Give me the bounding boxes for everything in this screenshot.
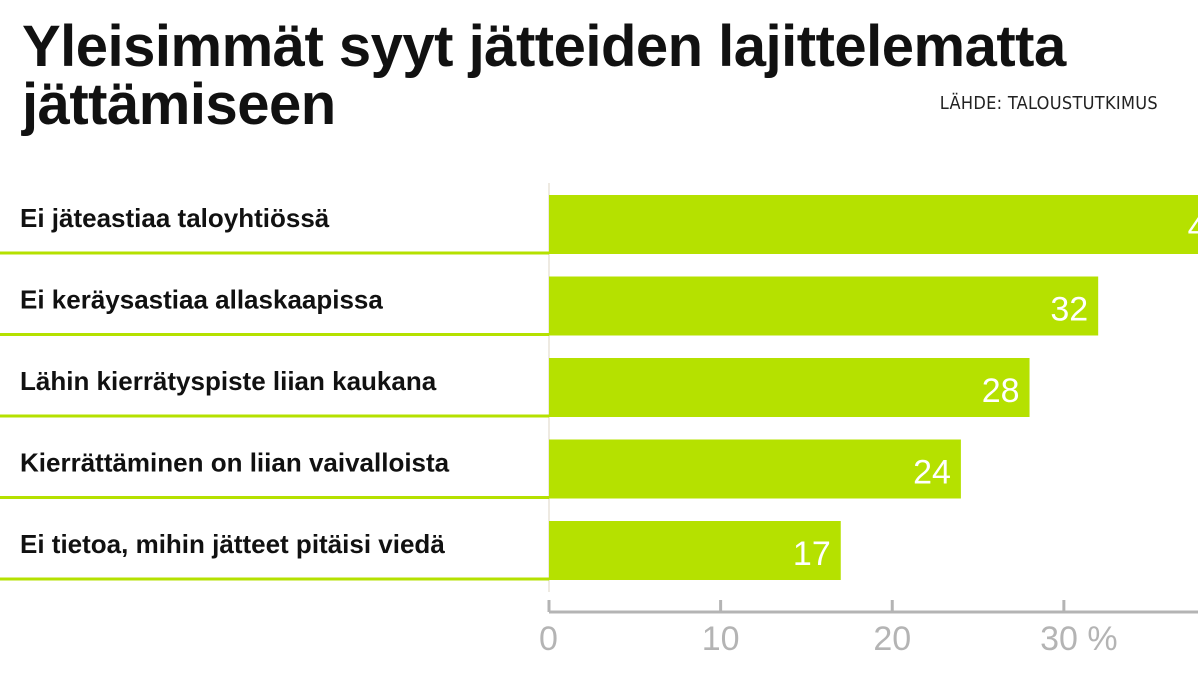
category-label: Ei tietoa, mihin jätteet pitäisi viedä [20,529,445,559]
bar [549,439,961,499]
category-label: Lähin kierrätyspiste liian kaukana [20,366,437,396]
chart-title: Yleisimmät syyt jätteiden lajittelematta… [22,14,1066,137]
category-label: Ei jäteastiaa taloyhtiössä [20,203,330,233]
tick-label: 30 % [1040,620,1118,658]
tick-label: 10 [702,620,740,658]
bar [549,358,1030,417]
tick-label: 0 [539,620,558,658]
category-label: Kierrättäminen on liian vaivalloista [20,448,450,478]
value-label: 32 [1050,291,1088,329]
tick-label: 20 [873,620,911,658]
category-label: Ei keräysastiaa allaskaapissa [20,285,383,315]
bar [549,195,1198,254]
value-label: 40 [1188,209,1198,247]
bar [549,276,1099,336]
bar [549,521,841,580]
source-note: LÄHDE: TALOUSTUTKIMUS [939,93,1158,114]
value-label: 17 [793,535,831,573]
value-label: 24 [913,454,951,492]
value-label: 28 [982,372,1020,410]
